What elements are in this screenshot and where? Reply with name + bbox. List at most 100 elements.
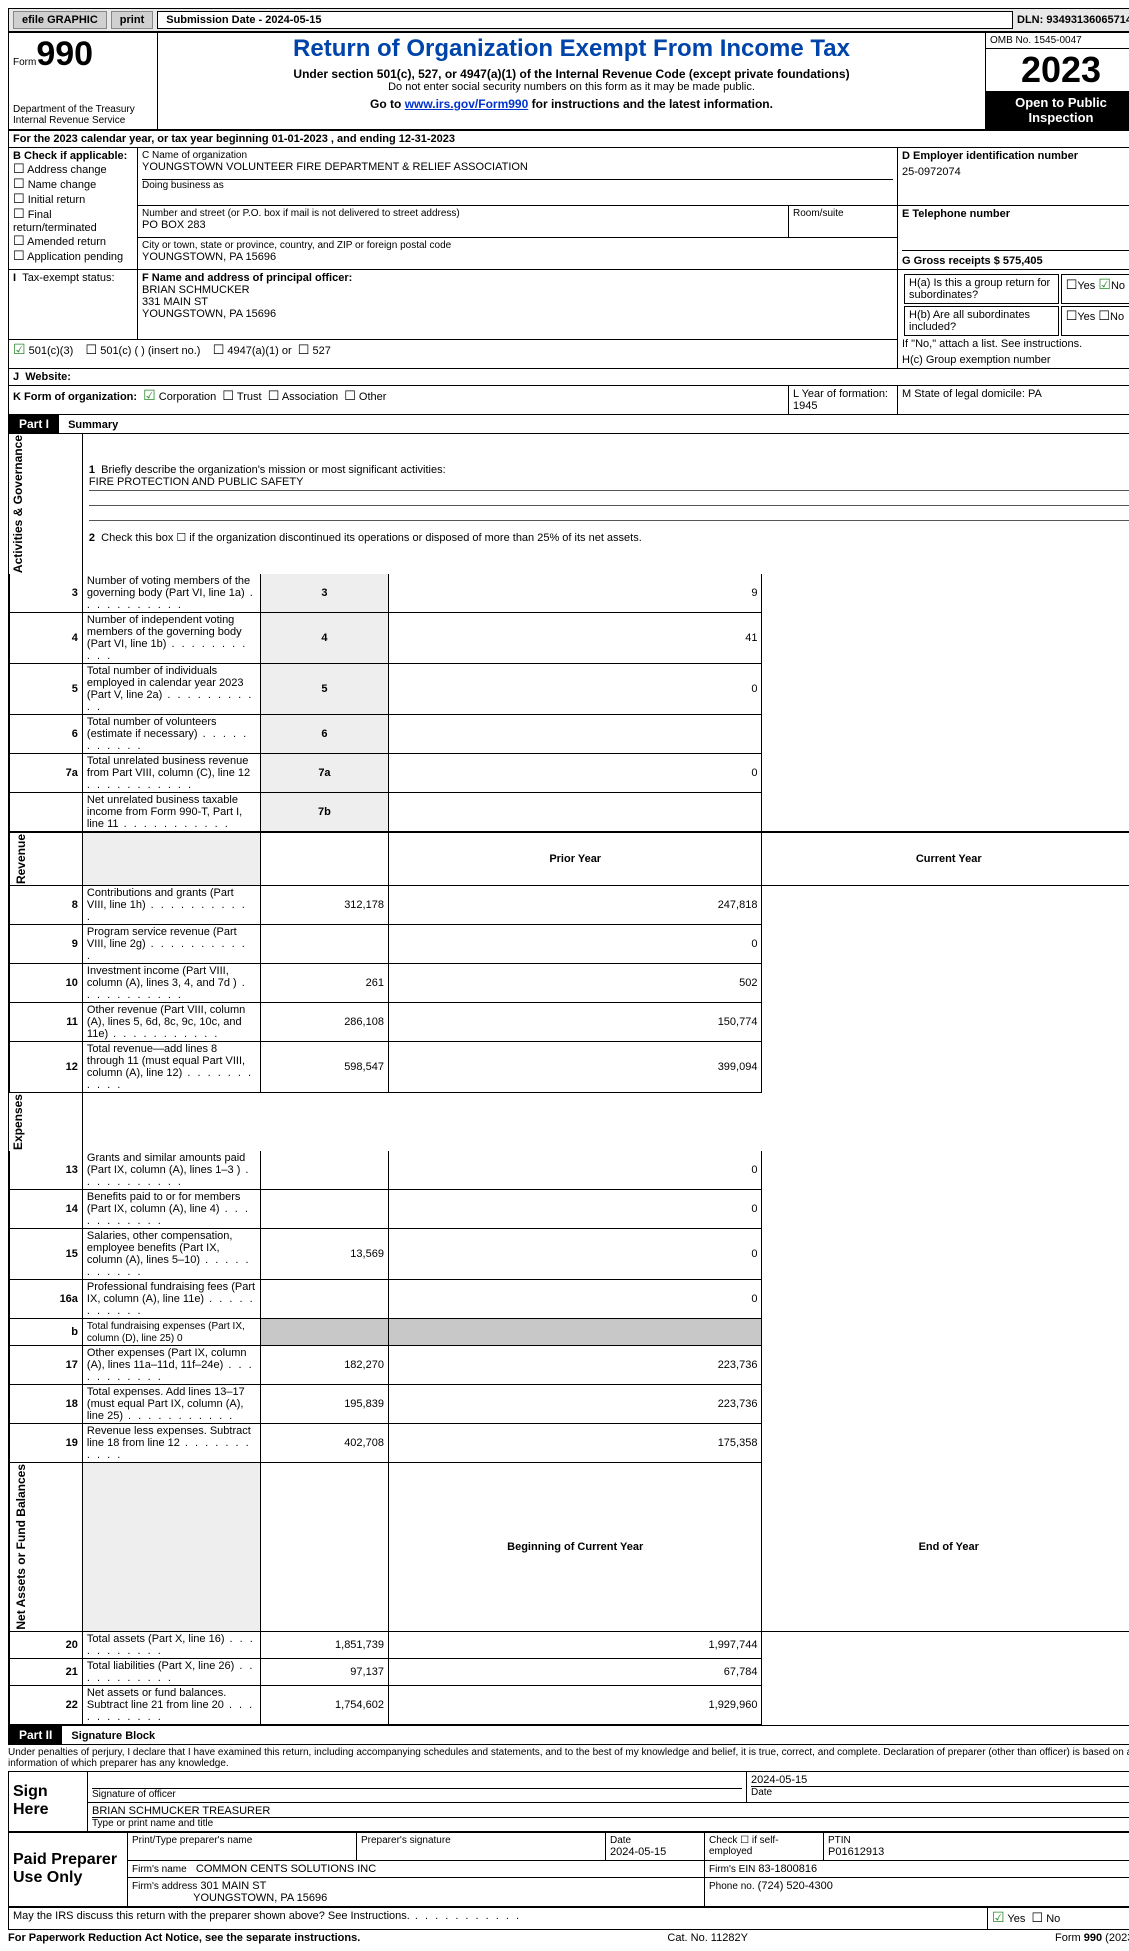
sig-name: BRIAN SCHMUCKER TREASURER (92, 1805, 1129, 1817)
k-other[interactable]: ☐ (344, 389, 356, 404)
gov-row: 7aTotal unrelated business revenue from … (10, 754, 1129, 793)
hb-yes[interactable]: ☐ (1066, 309, 1078, 324)
q2: Check this box ☐ if the organization dis… (101, 532, 642, 544)
ha-yes[interactable]: ☐ (1066, 278, 1078, 293)
i-501c-check[interactable]: ☐ (85, 343, 97, 358)
hdr-end: End of Year (762, 1463, 1129, 1632)
prep-date-lbl: Date (610, 1835, 700, 1846)
block-f-label: F Name and address of principal officer: (142, 272, 893, 284)
hb-label: H(b) Are all subordinates included? (904, 306, 1059, 336)
block-b-label: B Check if applicable: (13, 150, 133, 162)
prep-sig-lbl: Preparer's signature (361, 1835, 601, 1846)
sign-here: Sign Here (9, 1771, 88, 1831)
entity-info: For the 2023 calendar year, or tax year … (8, 130, 1129, 415)
side-expenses: Expenses (11, 1094, 25, 1150)
block-g-label: G Gross receipts $ 575,405 (902, 255, 1129, 267)
gov-row: Net unrelated business taxable income fr… (10, 793, 1129, 833)
block-l: L Year of formation: 1945 (789, 386, 898, 415)
i-4947-check[interactable]: ☐ (213, 343, 225, 358)
officer-addr1: 331 MAIN ST (142, 296, 893, 308)
goto-link[interactable]: www.irs.gov/Form990 (405, 97, 529, 111)
subtitle2: Do not enter social security numbers on … (162, 81, 981, 93)
street: PO BOX 283 (142, 219, 784, 231)
i-501c3-check[interactable]: ☑ (13, 343, 26, 359)
block-b-option[interactable]: ☐ Initial return (13, 192, 133, 207)
paperwork: For Paperwork Reduction Act Notice, see … (8, 1932, 360, 1944)
dln-label: DLN: 93493136065714 (1017, 14, 1129, 26)
block-m: M State of legal domicile: PA (898, 386, 1129, 415)
efile-label: efile GRAPHIC (13, 11, 107, 29)
prep-check: Check ☐ if self-employed (709, 1835, 819, 1857)
table-row: 12Total revenue—add lines 8 through 11 (… (10, 1042, 1129, 1093)
block-c-label: C Name of organization (142, 150, 893, 161)
hb-no[interactable]: ☐ (1098, 309, 1110, 324)
block-j-label: Website: (25, 371, 71, 383)
print-button[interactable]: print (111, 11, 153, 29)
block-a: For the 2023 calendar year, or tax year … (9, 131, 1129, 148)
omb-label: OMB No. 1545-0047 (986, 33, 1129, 49)
gov-row: 4Number of independent voting members of… (10, 613, 1129, 664)
k-corp[interactable]: ☑ (143, 389, 156, 405)
table-row: 11Other revenue (Part VIII, column (A), … (10, 1003, 1129, 1042)
officer-addr2: YOUNGSTOWN, PA 15696 (142, 308, 893, 320)
table-row: bTotal fundraising expenses (Part IX, co… (10, 1319, 1129, 1346)
part1: Part I Summary Activities & Governance 1… (8, 415, 1129, 1726)
page-title: Return of Organization Exempt From Incom… (162, 35, 981, 63)
ha-no[interactable]: ☑ (1098, 278, 1111, 294)
declaration: Under penalties of perjury, I declare th… (8, 1745, 1129, 1771)
side-netassets: Net Assets or Fund Balances (14, 1464, 28, 1630)
discuss-yes[interactable]: ☑ (992, 1911, 1005, 1927)
hdr-begin: Beginning of Current Year (388, 1463, 762, 1632)
block-b-option[interactable]: ☐ Application pending (13, 249, 133, 264)
dba-label: Doing business as (142, 180, 893, 191)
table-row: 16aProfessional fundraising fees (Part I… (10, 1280, 1129, 1319)
goto-post: for instructions and the latest informat… (528, 97, 773, 111)
goto-pre: Go to (370, 97, 405, 111)
open-inspection: Open to Public Inspection (986, 91, 1129, 129)
q1-answer: FIRE PROTECTION AND PUBLIC SAFETY (89, 476, 304, 488)
block-b-option[interactable]: ☐ Address change (13, 162, 133, 177)
subtitle1: Under section 501(c), 527, or 4947(a)(1)… (162, 67, 981, 81)
hb-note: If "No," attach a list. See instructions… (902, 338, 1129, 350)
block-e-label: E Telephone number (902, 208, 1129, 220)
table-row: 21Total liabilities (Part X, line 26)97,… (10, 1658, 1129, 1685)
block-b-option[interactable]: ☐ Amended return (13, 234, 133, 249)
phone-lbl: Phone no. (709, 1881, 755, 1892)
street-label: Number and street (or P.O. box if mail i… (142, 208, 784, 219)
header-table: Form990 Department of the Treasury Inter… (8, 32, 1129, 130)
block-b-option[interactable]: ☐ Final return/terminated (13, 207, 133, 234)
cat-no: Cat. No. 11282Y (667, 1932, 748, 1944)
part1-label: Part I (9, 415, 59, 433)
firm-addr2: YOUNGSTOWN, PA 15696 (193, 1892, 327, 1904)
k-assoc[interactable]: ☐ (268, 389, 280, 404)
prep-date: 2024-05-15 (610, 1846, 700, 1858)
block-d-label: D Employer identification number (902, 150, 1129, 162)
prep-name-lbl: Print/Type preparer's name (132, 1835, 352, 1846)
table-row: 20Total assets (Part X, line 16)1,851,73… (10, 1631, 1129, 1658)
org-name: YOUNGSTOWN VOLUNTEER FIRE DEPARTMENT & R… (142, 161, 893, 173)
date-lbl: Date (751, 1786, 1129, 1798)
dept-label: Department of the Treasury Internal Reve… (13, 104, 153, 126)
signature-table: Sign Here Signature of officer 2024-05-1… (8, 1771, 1129, 1832)
table-row: 17Other expenses (Part IX, column (A), l… (10, 1346, 1129, 1385)
table-row: 8Contributions and grants (Part VIII, li… (10, 886, 1129, 925)
firm-addr1: 301 MAIN ST (200, 1880, 266, 1892)
hdr-curr: Current Year (762, 832, 1129, 886)
gov-row: 6Total number of volunteers (estimate if… (10, 715, 1129, 754)
side-activities: Activities & Governance (11, 435, 25, 573)
block-b-option[interactable]: ☐ Name change (13, 177, 133, 192)
topbar: efile GRAPHIC print Submission Date - 20… (8, 8, 1129, 32)
table-row: 19Revenue less expenses. Subtract line 1… (10, 1424, 1129, 1463)
part1-title: Summary (62, 417, 124, 433)
firm-name: COMMON CENTS SOLUTIONS INC (196, 1863, 376, 1875)
discuss: May the IRS discuss this return with the… (13, 1910, 410, 1922)
table-row: 10Investment income (Part VIII, column (… (10, 964, 1129, 1003)
i-527-check[interactable]: ☐ (298, 343, 310, 358)
k-trust[interactable]: ☐ (222, 389, 234, 404)
discuss-no[interactable]: ☐ (1032, 1911, 1044, 1926)
hc-label: H(c) Group exemption number (902, 354, 1129, 366)
q1: Briefly describe the organization's miss… (101, 464, 445, 476)
block-i-label: Tax-exempt status: (22, 272, 114, 284)
form-small: Form (13, 57, 36, 68)
city: YOUNGSTOWN, PA 15696 (142, 251, 893, 263)
